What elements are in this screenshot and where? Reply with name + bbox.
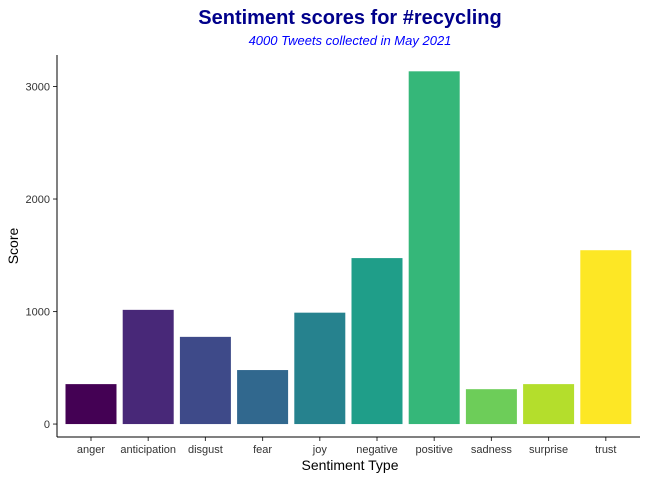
x-tick-label: fear bbox=[253, 444, 272, 456]
bar-surprise bbox=[523, 384, 575, 425]
bar-negative bbox=[351, 258, 403, 425]
x-tick-label: negative bbox=[356, 444, 398, 456]
x-tick-label: trust bbox=[595, 444, 616, 456]
plot-area: 0 1000 2000 3000 anger anticipation disgust fea… bbox=[26, 71, 632, 456]
bar-trust bbox=[580, 250, 632, 425]
y-tick-label: 2000 bbox=[26, 194, 50, 206]
y-tick-label: 1000 bbox=[26, 307, 50, 319]
y-axis-title: Score bbox=[5, 228, 21, 265]
bar-anger bbox=[65, 384, 117, 425]
bar-joy bbox=[294, 312, 346, 425]
x-axis-title: Sentiment Type bbox=[301, 457, 398, 473]
x-tick-label: anger bbox=[77, 444, 105, 456]
bar-positive bbox=[408, 71, 460, 425]
chart-subtitle: 4000 Tweets collected in May 2021 bbox=[249, 33, 452, 48]
bar-fear bbox=[237, 370, 289, 425]
y-tick-label: 3000 bbox=[26, 82, 50, 94]
x-tick-label: surprise bbox=[529, 444, 568, 456]
x-tick-label: sadness bbox=[471, 444, 512, 456]
x-tick-label: anticipation bbox=[120, 444, 176, 456]
x-tick-label: disgust bbox=[188, 444, 223, 456]
bar-anticipation bbox=[122, 309, 174, 425]
chart-title: Sentiment scores for #recycling bbox=[198, 7, 501, 29]
x-tick-label: positive bbox=[416, 444, 453, 456]
bar-sadness bbox=[465, 389, 517, 425]
y-tick-label: 0 bbox=[44, 419, 50, 431]
x-tick-label: joy bbox=[312, 444, 328, 456]
bar-disgust bbox=[179, 336, 231, 425]
